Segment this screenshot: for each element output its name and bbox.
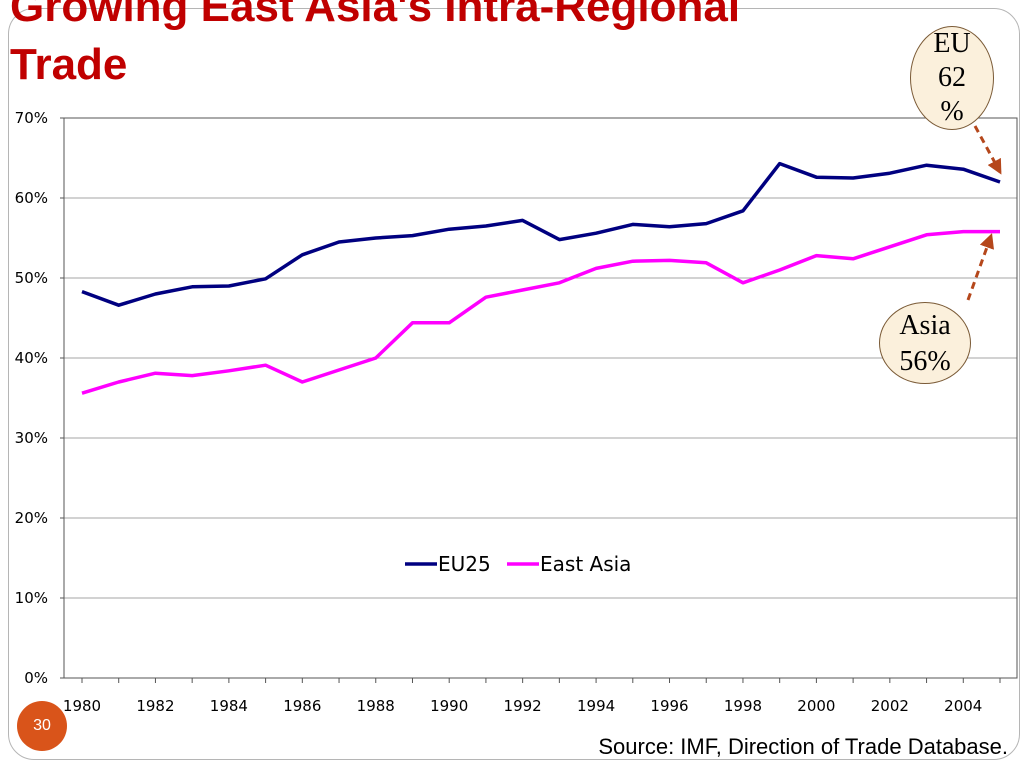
- legend-label-east-asia: East Asia: [540, 552, 631, 576]
- legend: EU25 East Asia: [397, 547, 648, 579]
- y-tick-label: 20%: [15, 509, 48, 527]
- asia-callout-label: Asia 56%: [899, 310, 951, 377]
- x-tick-label: 1998: [724, 697, 762, 715]
- y-tick-label: 60%: [15, 189, 48, 207]
- asia-callout-arrow: [966, 233, 994, 301]
- x-tick-label: 2000: [797, 697, 835, 715]
- x-tick-label: 1982: [136, 697, 174, 715]
- y-tick-label: 50%: [15, 269, 48, 287]
- eu-callout: EU 62 %: [910, 26, 994, 130]
- series-line-east-asia: [81, 229, 1000, 395]
- slide-number: 30: [17, 701, 67, 751]
- x-tick-label: 1996: [650, 697, 688, 715]
- y-tick-label: 30%: [15, 429, 48, 447]
- x-tick-label: 1986: [283, 697, 321, 715]
- x-tick-label: 1988: [357, 697, 395, 715]
- eu-callout-label: EU 62 %: [933, 28, 971, 127]
- x-tick-label: 1980: [63, 697, 101, 715]
- x-tick-label: 1992: [504, 697, 542, 715]
- x-tick-label: 2002: [871, 697, 909, 715]
- x-tick-label: 1984: [210, 697, 248, 715]
- y-tick-label: 10%: [15, 589, 48, 607]
- y-tick-label: 0%: [24, 669, 48, 687]
- eu-callout-arrow: [973, 125, 1002, 175]
- x-tick-label: 2004: [944, 697, 982, 715]
- series-line-eu25: [81, 161, 1001, 307]
- source-note: Source: IMF, Direction of Trade Database…: [598, 734, 1008, 759]
- y-tick-label: 40%: [15, 349, 48, 367]
- legend-label-eu25: EU25: [438, 552, 491, 576]
- slide-title: Growing East Asia's Intra-Regional Trade: [10, 0, 741, 89]
- slide-frame: [8, 8, 1020, 760]
- plot-area-border: [63, 117, 1018, 679]
- y-tick-label: 70%: [15, 109, 48, 127]
- x-tick-label: 1994: [577, 697, 615, 715]
- asia-callout: Asia 56%: [879, 302, 971, 384]
- x-tick-label: 1990: [430, 697, 468, 715]
